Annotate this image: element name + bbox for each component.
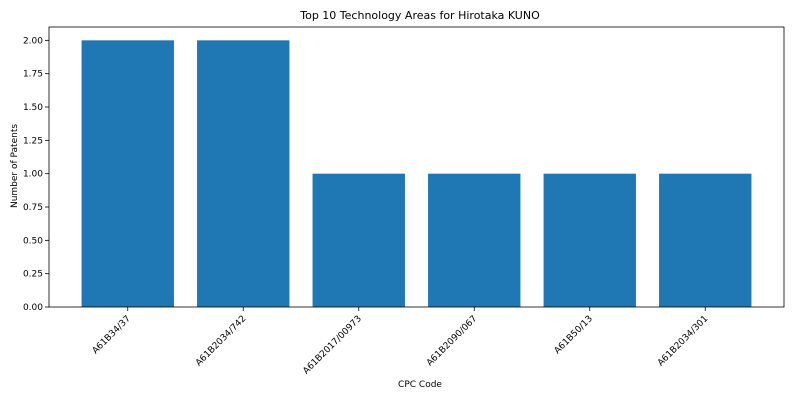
y-tick-label: 1.00 [23,170,43,180]
bar [659,174,751,307]
y-tick-label: 0.25 [23,270,43,280]
bar [197,40,289,307]
y-tick-label: 1.50 [23,103,43,113]
y-tick-label: 2.00 [23,36,43,46]
y-tick-label: 1.75 [23,70,43,80]
y-axis-label: Number of Patents [10,124,20,208]
y-tick-label: 0.50 [23,236,43,246]
bar [428,174,520,307]
bar [544,174,636,307]
bar [82,40,174,307]
bar [313,174,405,307]
y-tick-label: 0.75 [23,203,43,213]
y-tick-label: 0.00 [23,303,43,313]
y-tick-label: 1.25 [23,136,43,146]
chart-title: Top 10 Technology Areas for Hirotaka KUN… [299,9,540,22]
x-axis-label: CPC Code [398,380,442,390]
